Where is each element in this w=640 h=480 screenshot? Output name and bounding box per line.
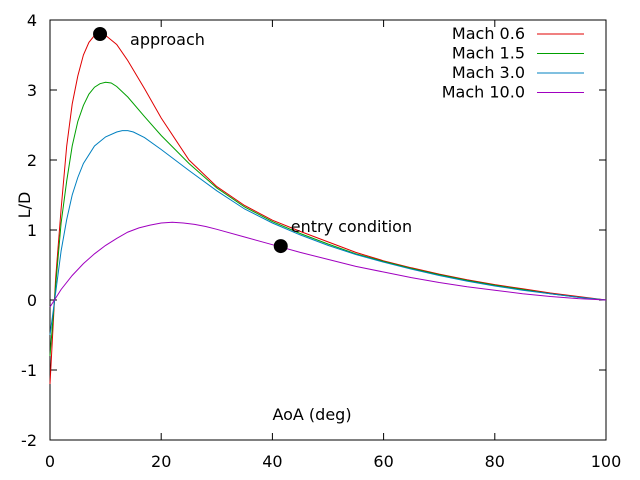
series-line-2 xyxy=(49,130,607,336)
series-line-3 xyxy=(49,221,607,308)
legend-label-2: Mach 3.0 xyxy=(452,63,525,82)
legend-label-0: Mach 0.6 xyxy=(452,24,525,43)
x-tick-label: 40 xyxy=(262,452,282,471)
series-line-1 xyxy=(49,81,607,357)
x-tick-label: 60 xyxy=(373,452,393,471)
x-tick-label: 100 xyxy=(591,452,622,471)
y-tick-label: -1 xyxy=(21,361,37,380)
y-tick-label: -2 xyxy=(21,431,37,450)
marker-label-0: approach xyxy=(130,30,205,49)
x-tick-label: 20 xyxy=(151,452,171,471)
marker-label-1: entry condition xyxy=(291,217,412,236)
series-layer xyxy=(49,33,607,385)
series-line-0 xyxy=(49,33,607,385)
x-tick-label: 80 xyxy=(485,452,505,471)
y-tick-label: 4 xyxy=(27,11,37,30)
legend-label-1: Mach 1.5 xyxy=(452,44,525,63)
y-axis-label: L/D xyxy=(15,192,34,219)
y-tick-label: 1 xyxy=(27,221,37,240)
y-tick-label: 2 xyxy=(27,151,37,170)
legend-label-3: Mach 10.0 xyxy=(442,83,525,102)
x-tick-label: 0 xyxy=(45,452,55,471)
x-axis-label: AoA (deg) xyxy=(272,405,351,424)
marker-layer: approach entry condition xyxy=(93,27,412,254)
tick-labels: 0 20 40 60 80 100 -2 -1 0 1 2 3 4 xyxy=(21,11,621,471)
y-tick-label: 0 xyxy=(27,291,37,310)
marker-point-1 xyxy=(273,239,288,254)
marker-point-0 xyxy=(93,27,108,41)
y-tick-label: 3 xyxy=(27,81,37,100)
